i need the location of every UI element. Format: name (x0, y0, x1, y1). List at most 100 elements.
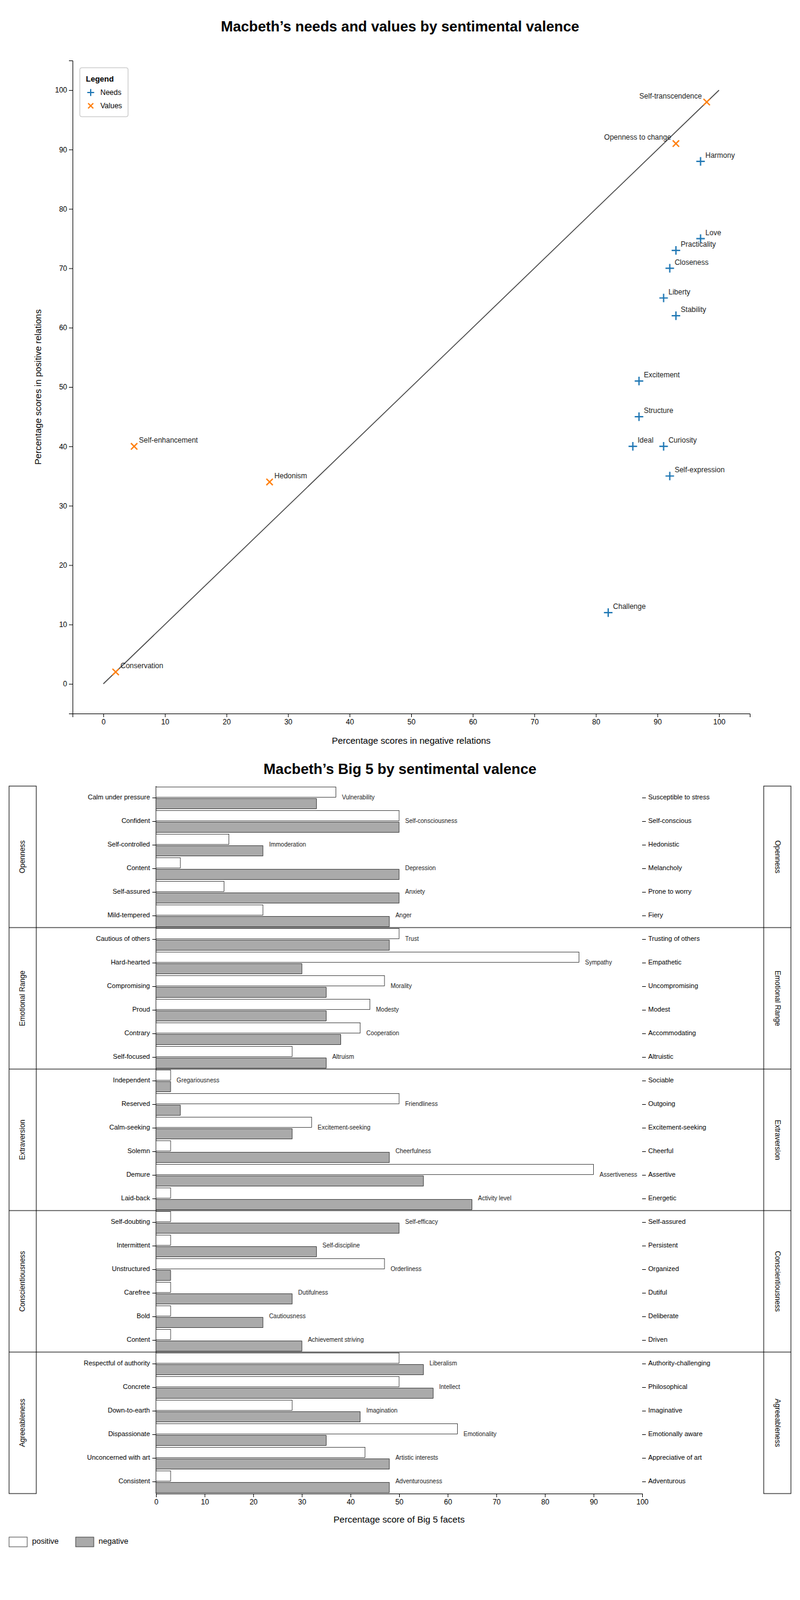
category-label: Cheerfulness (395, 1147, 432, 1155)
category-label: Altruism (331, 1053, 354, 1061)
category-label: Morality (390, 982, 412, 990)
label-tick (152, 1174, 157, 1176)
bar (156, 987, 326, 998)
tick: 40 (345, 713, 355, 727)
x-axis: 0102030405060708090100 (73, 713, 751, 727)
tick: 60 (443, 1493, 453, 1507)
label-tick (152, 1316, 157, 1318)
bar (156, 1058, 326, 1069)
category-label: Dutifulness (298, 1289, 328, 1296)
point (665, 264, 675, 273)
bar (156, 1023, 361, 1034)
series (112, 98, 710, 675)
category-label: Gregariousness (176, 1076, 220, 1084)
right-label: Adventurous (648, 1477, 686, 1485)
tick: 100 (636, 1493, 649, 1507)
label-tick (642, 986, 646, 987)
tick-mark (718, 713, 720, 718)
tick-mark (68, 505, 73, 507)
point-label: Love (705, 228, 722, 238)
tick: 70 (530, 713, 539, 727)
bar (156, 845, 264, 857)
label-tick (642, 844, 646, 846)
bar (156, 1306, 171, 1317)
bar (156, 1117, 312, 1128)
tick-label: 80 (591, 717, 601, 727)
label-tick (152, 915, 157, 917)
bar (156, 963, 302, 975)
label-tick (152, 1127, 157, 1129)
left-label: Down-to-earth (107, 1406, 150, 1414)
bar (156, 1081, 171, 1093)
left-label: Intermittent (116, 1241, 150, 1249)
bar (156, 1211, 171, 1223)
tick-mark (204, 1493, 205, 1498)
right-label: Organized (648, 1265, 680, 1273)
label-tick (642, 1222, 646, 1223)
tick-mark (595, 713, 597, 718)
y-axis: 0102030405060708090100 (55, 61, 74, 715)
category-label: Assertiveness (599, 1171, 638, 1178)
tick: 70 (492, 1493, 502, 1507)
group-separator (9, 1352, 791, 1353)
tick-mark (301, 1493, 303, 1498)
tick-mark (103, 713, 105, 718)
left-label: Confident (121, 816, 150, 825)
right-label: Energetic (648, 1194, 677, 1202)
bar (156, 1258, 385, 1270)
tick-mark (350, 1493, 352, 1498)
tick-label: 20 (59, 561, 68, 570)
bar (156, 975, 385, 987)
label-tick (152, 1269, 157, 1270)
label-tick (642, 962, 646, 964)
label-tick (642, 1481, 646, 1483)
tick-mark (287, 713, 289, 718)
category-label: Self-discipline (322, 1242, 360, 1249)
label-tick (152, 1198, 157, 1200)
bar (156, 1400, 293, 1411)
group-label: Openness (773, 840, 782, 874)
left-label: Solemn (127, 1147, 150, 1155)
category-label: Anxiety (405, 888, 426, 895)
bar (156, 1353, 400, 1364)
bar (156, 858, 181, 869)
bar (156, 1270, 171, 1281)
left-label: Compromising (107, 982, 150, 990)
series (156, 798, 473, 1493)
category-label: Emotionality (463, 1430, 496, 1438)
category-label: Sympathy (584, 959, 612, 966)
tick: 20 (249, 1493, 259, 1507)
bar (156, 1388, 433, 1399)
bar (156, 1141, 171, 1152)
tick-label: 90 (653, 717, 663, 727)
group-column (763, 786, 791, 1494)
groups: OpennessOpennessEmotional RangeEmotional… (9, 786, 791, 1494)
bar (156, 810, 400, 822)
label-tick (642, 1174, 646, 1176)
label-tick (642, 1080, 646, 1082)
tick-mark (68, 624, 73, 626)
bar (156, 1424, 458, 1435)
bar (156, 1093, 400, 1105)
figure: Macbeth’s needs and values by sentimenta… (0, 0, 800, 1600)
label-tick (642, 1316, 646, 1318)
tick: 100 (55, 85, 73, 95)
bar (156, 1341, 302, 1352)
category-label: Artistic interests (395, 1454, 439, 1461)
point (703, 98, 710, 106)
left-label: Laid-back (120, 1194, 150, 1202)
category-label: Friendliness (405, 1100, 438, 1108)
bar (156, 1447, 366, 1458)
category-label: Vulnerability (341, 793, 375, 801)
left-label: Cautious of others (96, 934, 151, 943)
left-label: Proud (132, 1005, 150, 1013)
label-tick (642, 797, 646, 799)
tick: 60 (469, 713, 478, 727)
tick-mark (68, 327, 73, 329)
tick: 10 (59, 620, 73, 629)
label-tick (152, 891, 157, 893)
tick: 80 (591, 713, 601, 727)
right-label: Altruistic (648, 1052, 674, 1061)
right-label: Imaginative (648, 1406, 683, 1414)
tick: 40 (346, 1493, 355, 1507)
